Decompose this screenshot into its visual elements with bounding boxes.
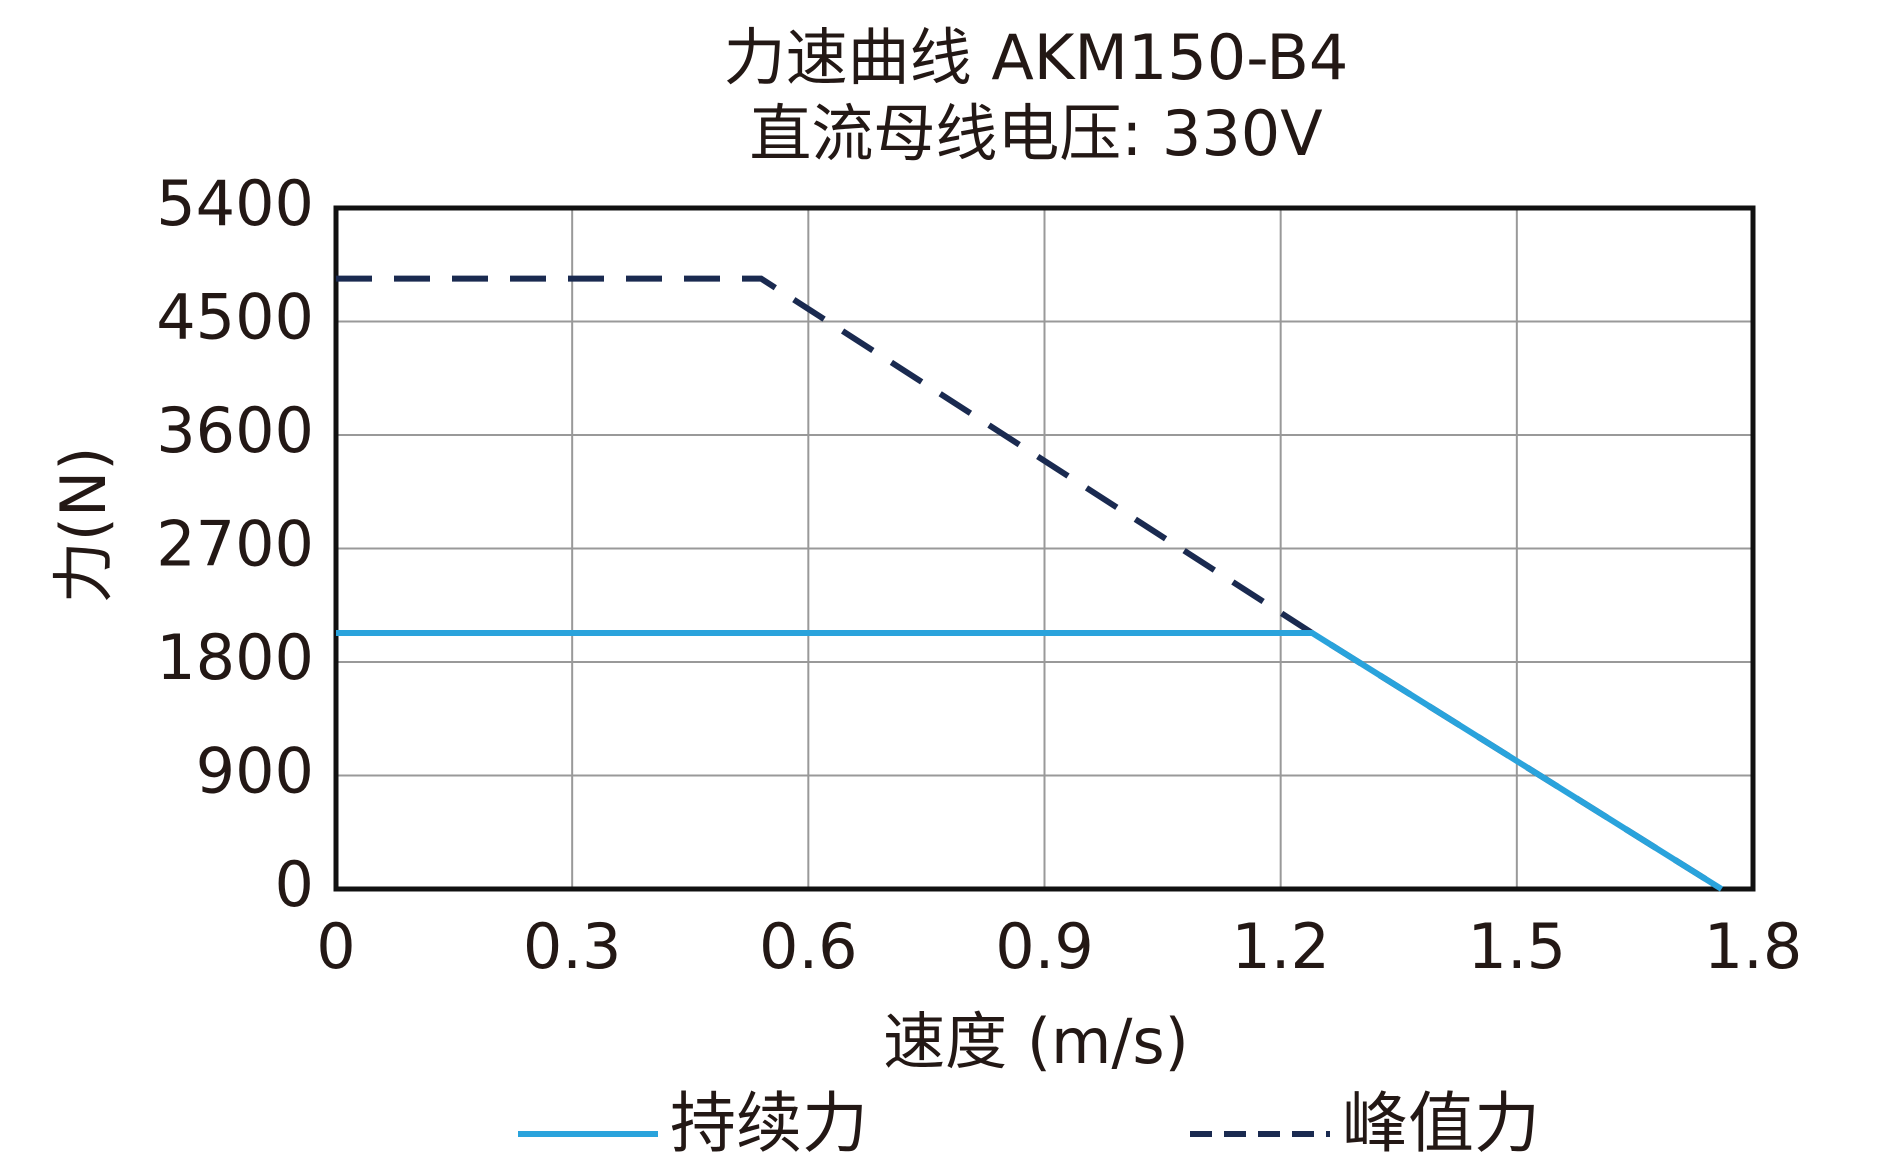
data-line	[336, 275, 1724, 892]
x-tick-label: 1.2	[1231, 910, 1330, 983]
x-tick-label: 1.5	[1468, 910, 1567, 983]
y-tick-label: 0	[275, 848, 314, 921]
y-tick-label: 1800	[156, 621, 314, 694]
y-axis-label: 力(N)	[47, 447, 120, 604]
y-tick-label: 2700	[156, 508, 314, 581]
chart-subtitle: 直流母线电压: 330V	[749, 97, 1322, 170]
y-tick-label: 3600	[156, 394, 314, 467]
legend-label: 峰值力	[1342, 1085, 1540, 1162]
x-axis-label: 速度 (m/s)	[883, 1005, 1189, 1078]
y-tick-label: 900	[196, 735, 314, 808]
x-tick-label: 0.6	[759, 910, 858, 983]
y-tick-label: 4500	[156, 281, 314, 354]
plot-frame	[333, 205, 1756, 892]
legend-label: 持续力	[670, 1085, 868, 1162]
chart-title: 力速曲线 AKM150-B4	[724, 21, 1349, 94]
data-line	[336, 629, 1724, 892]
x-tick-label: 0	[316, 910, 355, 983]
y-tick-label: 5400	[156, 167, 314, 240]
x-tick-label: 0.9	[995, 910, 1094, 983]
x-tick-label: 1.8	[1704, 910, 1803, 983]
x-tick-label: 0.3	[523, 910, 622, 983]
